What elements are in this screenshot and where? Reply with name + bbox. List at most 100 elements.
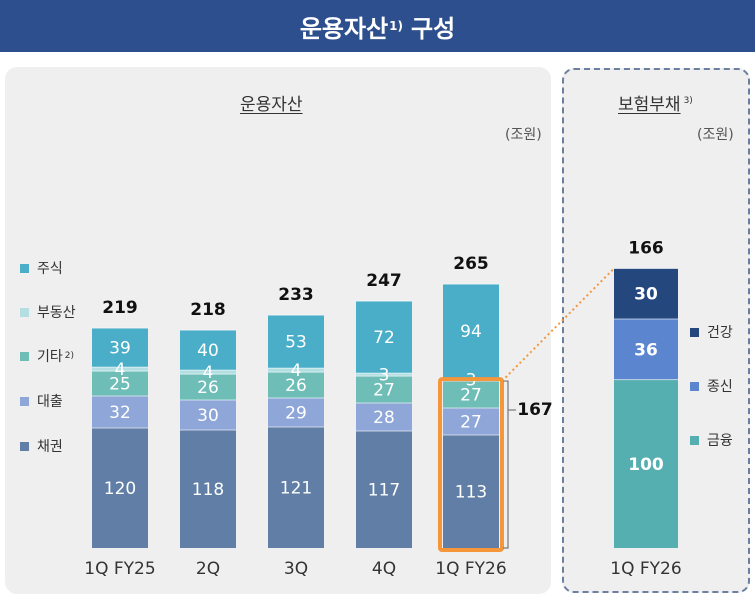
bar-segment	[92, 328, 148, 368]
total-label: 233	[278, 285, 314, 305]
data-label: 4	[115, 360, 126, 380]
x-tick-label: 2Q	[196, 559, 220, 579]
bar-segment	[356, 431, 412, 548]
data-label: 27	[373, 381, 395, 401]
assets-panel-title: 운용자산	[240, 95, 303, 115]
data-label: 113	[455, 483, 487, 503]
data-label: 121	[280, 479, 312, 499]
legend-footnote: 2)	[64, 351, 75, 361]
bar-segment	[268, 368, 324, 373]
highlight-box	[438, 377, 504, 552]
total-label: 218	[190, 300, 226, 320]
bar-segment	[268, 315, 324, 369]
bar-segment	[356, 301, 412, 374]
data-label: 4	[291, 361, 302, 381]
page-title: 운용자산 1) 구성	[0, 0, 755, 52]
bar-segment	[180, 370, 236, 375]
bar-segment	[443, 408, 499, 436]
x-tick-label: 3Q	[284, 559, 308, 579]
bracket-label: 167	[517, 400, 553, 420]
connector-line	[501, 267, 615, 382]
title-suffix: 구성	[411, 14, 456, 43]
bar-segment	[443, 435, 499, 548]
data-label: 120	[104, 479, 136, 499]
bar-segment	[356, 403, 412, 432]
liabilities-panel-title: 보험부채 3)	[618, 90, 693, 115]
bar-segment	[180, 330, 236, 371]
bar-segment	[268, 372, 324, 399]
bar-segment	[180, 374, 236, 401]
total-label: 265	[453, 254, 489, 274]
data-label: 118	[192, 480, 224, 500]
data-label: 25	[109, 375, 131, 395]
data-label: 28	[373, 408, 395, 428]
data-label: 100	[628, 455, 664, 475]
legend-item-other: 기타 2)	[20, 346, 74, 366]
data-label: 72	[373, 328, 395, 348]
liabilities-unit: (조원)	[697, 127, 734, 143]
x-tick-label: 4Q	[372, 559, 396, 579]
legend-label: 건강	[707, 325, 733, 341]
legend-label: 부동산	[37, 305, 76, 321]
bar-segment	[356, 373, 412, 377]
page-header: 운용자산 1) 구성	[0, 0, 755, 52]
bracket	[503, 380, 509, 549]
legend-swatch	[690, 327, 699, 337]
legend-swatch	[20, 263, 29, 273]
legend-item-loans: 대출	[20, 391, 63, 411]
title-footnote: 1)	[389, 19, 403, 33]
data-label: 94	[460, 322, 482, 342]
data-label: 3	[379, 366, 390, 386]
bar-segment	[614, 268, 678, 319]
data-label: 26	[285, 376, 307, 396]
data-label: 117	[368, 481, 400, 501]
data-label: 27	[460, 386, 482, 406]
data-label: 30	[634, 285, 658, 305]
total-label: 247	[366, 271, 402, 291]
bar-segment	[443, 284, 499, 379]
legend-item-real-estate: 부동산	[20, 302, 76, 322]
bar-segment	[356, 376, 412, 404]
data-label: 32	[109, 403, 131, 423]
bar-segment	[614, 379, 678, 548]
bar-segment	[180, 430, 236, 548]
data-label: 36	[634, 340, 658, 360]
legend-swatch	[20, 351, 29, 361]
bar-segment	[180, 400, 236, 431]
legend-swatch	[20, 396, 29, 406]
legend-label: 주식	[37, 261, 63, 277]
data-label: 40	[197, 341, 219, 361]
bar-segment	[614, 318, 678, 380]
bar-segment	[92, 367, 148, 372]
x-tick-label: 1Q FY26	[435, 559, 506, 579]
legend-item-health: 건강	[690, 322, 733, 342]
legend-label: 채권	[37, 439, 63, 455]
bar-segment	[268, 427, 324, 548]
legend-item-whole-life: 종신	[690, 376, 733, 396]
legend-label: 기타	[37, 349, 63, 365]
bar-segment	[92, 396, 148, 429]
title-text: 운용자산	[299, 14, 389, 43]
data-label: 39	[109, 339, 131, 359]
legend-item-financial: 금융	[690, 430, 733, 450]
x-tick-label: 1Q FY25	[84, 559, 155, 579]
data-label: 26	[197, 378, 219, 398]
bar-segment	[443, 381, 499, 409]
data-label: 53	[285, 333, 307, 353]
liabilities-title-footnote: 3)	[683, 96, 693, 107]
data-label: 4	[203, 363, 214, 383]
legend-label: 종신	[707, 379, 733, 395]
data-label: 29	[285, 404, 307, 424]
legend-item-stocks: 주식	[20, 258, 63, 278]
data-label: 30	[197, 406, 219, 426]
legend-swatch	[20, 441, 29, 451]
x-tick-label: 1Q FY26	[610, 559, 681, 579]
legend-swatch	[690, 435, 699, 445]
assets-unit: (조원)	[505, 127, 542, 143]
legend-label: 대출	[37, 394, 63, 410]
total-label: 166	[628, 238, 664, 258]
bar-segment	[268, 398, 324, 428]
liabilities-title-text: 보험부채	[618, 95, 681, 115]
total-label: 219	[102, 298, 138, 318]
